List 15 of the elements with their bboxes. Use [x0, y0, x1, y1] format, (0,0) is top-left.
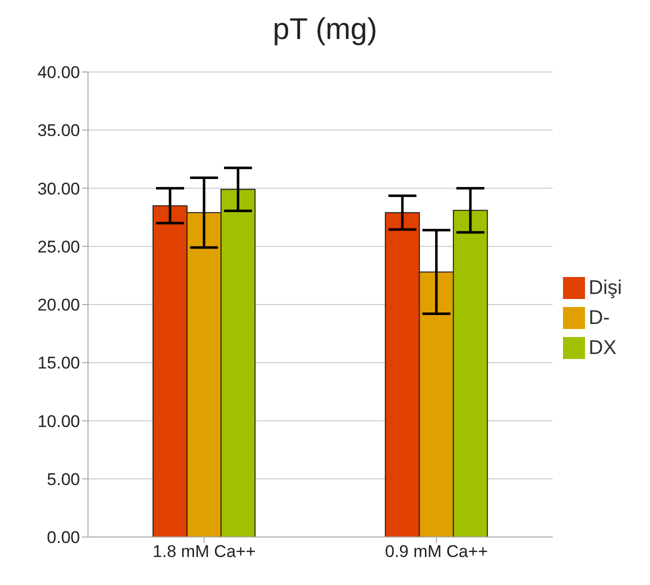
- legend-label: Dişi: [588, 276, 622, 298]
- y-tick-label: 0.00: [46, 528, 80, 548]
- y-tick-label: 40.00: [37, 63, 80, 82]
- y-tick-label: 25.00: [37, 237, 80, 256]
- legend-label: D-: [588, 306, 610, 328]
- y-tick-label: 15.00: [37, 354, 80, 373]
- y-tick-label: 10.00: [37, 412, 80, 431]
- y-tick-label: 5.00: [46, 470, 80, 489]
- x-tick-label: 1.8 mM Ca++: [152, 542, 256, 562]
- y-tick-label: 35.00: [37, 121, 80, 140]
- y-tick-label: 30.00: [37, 179, 80, 198]
- legend-label: DX: [588, 336, 616, 358]
- x-tick-label: 0.9 mM Ca++: [384, 542, 488, 562]
- chart-title: pT (mg): [272, 12, 378, 48]
- y-tick-label: 20.00: [37, 296, 80, 315]
